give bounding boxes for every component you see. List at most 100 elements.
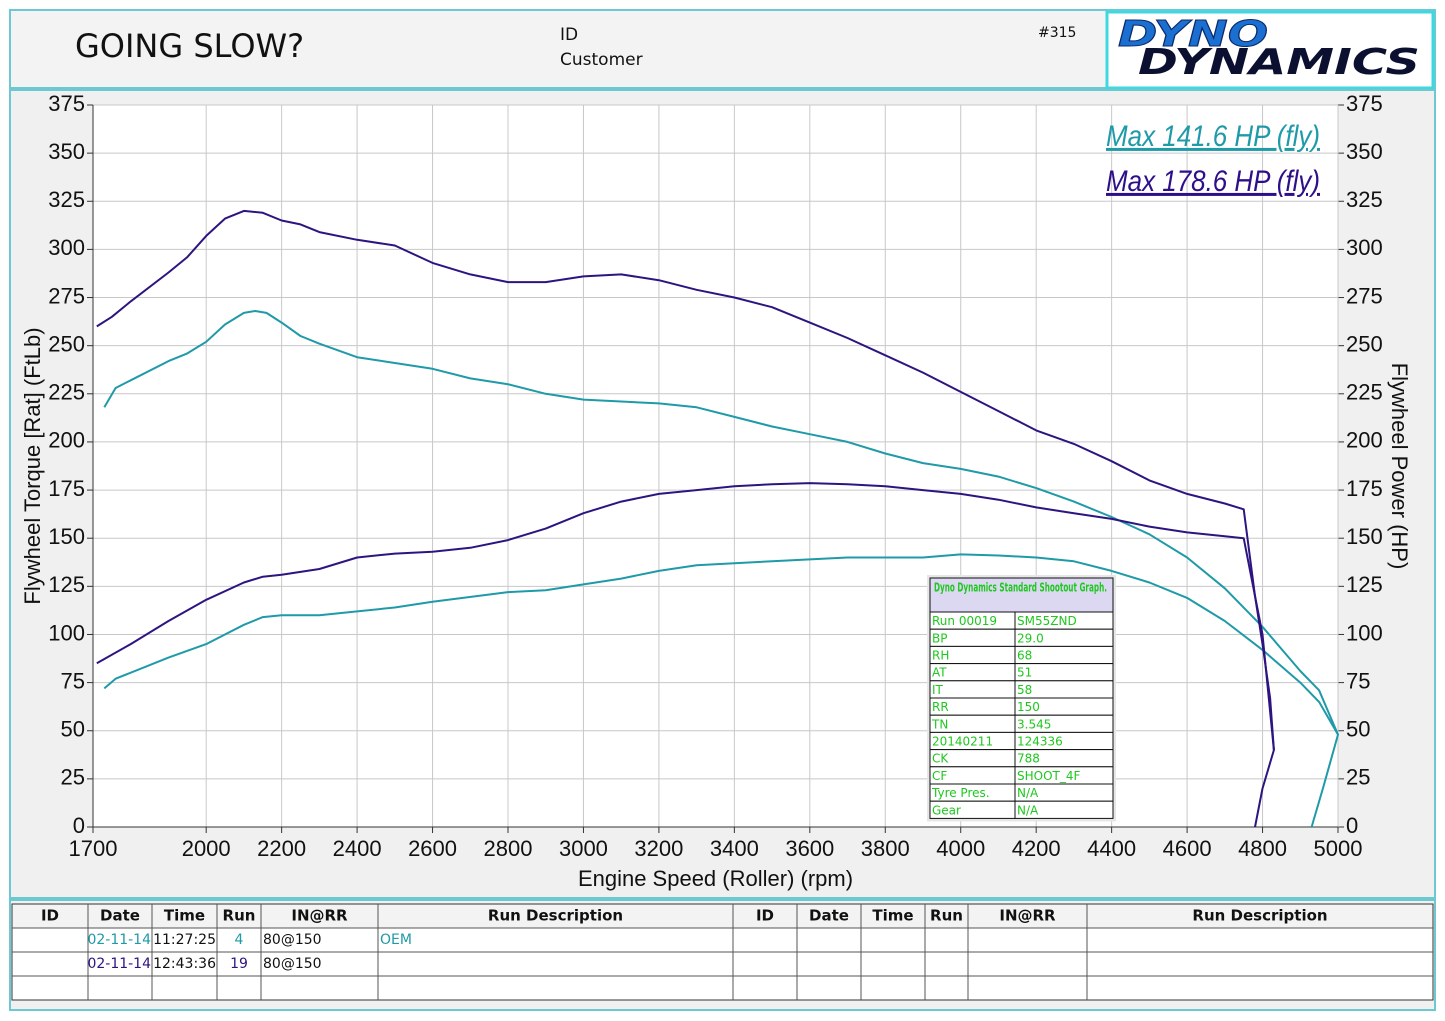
logo-top: DYNO — [1118, 14, 1268, 55]
info-key: TN — [931, 717, 948, 731]
info-key: CF — [932, 769, 947, 783]
y-tick-label: 200 — [48, 428, 85, 453]
info-key: Run 00019 — [932, 614, 997, 628]
info-header — [929, 577, 1114, 613]
info-title: Dyno Dynamics Standard Shootout Graph. — [934, 581, 1107, 595]
series-line — [103, 553, 1339, 828]
table-header: IN@RR — [999, 907, 1056, 925]
y-tick-label: 100 — [48, 620, 85, 645]
table-cell: 80@150 — [263, 932, 322, 948]
table-header: Date — [809, 907, 849, 925]
id-label: ID — [560, 25, 578, 45]
y2-tick-label: 325 — [1346, 187, 1383, 212]
x-tick-label: 4400 — [1087, 836, 1136, 861]
table-cell: 12:43:36 — [153, 956, 216, 972]
x-tick-label: 2800 — [484, 836, 533, 861]
y-tick-label: 25 — [61, 765, 85, 790]
y2-tick-label: 225 — [1346, 380, 1383, 405]
y2-tick-label: 250 — [1346, 331, 1383, 356]
y2-tick-label: 175 — [1346, 476, 1383, 501]
info-value: 150 — [1017, 700, 1040, 714]
table-cell: 02-11-14 — [87, 932, 151, 948]
table-cell: 19 — [230, 956, 248, 972]
y-tick-label: 300 — [48, 235, 85, 260]
y2-tick-label: 0 — [1346, 813, 1358, 838]
y-tick-label: 225 — [48, 380, 85, 405]
y-tick-label: 325 — [48, 187, 85, 212]
info-cell — [1014, 800, 1114, 819]
table-cell: OEM — [380, 932, 412, 948]
x-tick-label: 3000 — [559, 836, 608, 861]
x-tick-label: 2000 — [182, 836, 231, 861]
x-tick-label: 2600 — [408, 836, 457, 861]
table-header: ID — [756, 907, 774, 925]
table-header: Time — [164, 907, 205, 925]
x-tick-label: 4800 — [1238, 836, 1287, 861]
info-key: IT — [932, 683, 944, 697]
y2-tick-label: 200 — [1346, 428, 1383, 453]
y2-axis-label: Flywheel Power (HP) — [1387, 363, 1412, 570]
y2-tick-label: 125 — [1346, 572, 1383, 597]
y2-tick-label: 300 — [1346, 235, 1383, 260]
plot-area — [93, 105, 1338, 827]
info-value: 58 — [1017, 683, 1032, 697]
x-axis-label: Engine Speed (Roller) (rpm) — [578, 866, 853, 891]
table-header: Run Description — [1192, 907, 1327, 925]
x-tick-label: 4200 — [1012, 836, 1061, 861]
y-axis-label: Flywheel Torque [Rat] (FtLb) — [20, 327, 45, 604]
info-key: Gear — [932, 803, 961, 817]
info-key: RH — [932, 649, 949, 663]
x-tick-label: 5000 — [1314, 836, 1363, 861]
info-value: SM55ZND — [1017, 614, 1077, 628]
table-cell: 80@150 — [263, 956, 322, 972]
table-header: Time — [872, 907, 913, 925]
info-value: 68 — [1017, 649, 1032, 663]
max-power-annotation: Max 141.6 HP (fly) — [1106, 120, 1320, 153]
y-tick-label: 350 — [48, 139, 85, 164]
logo-bottom: DYNAMICS — [1138, 42, 1420, 83]
x-tick-label: 3800 — [861, 836, 910, 861]
table-head — [11, 903, 1434, 929]
y2-tick-label: 275 — [1346, 283, 1383, 308]
series-line — [103, 310, 1339, 735]
y2-tick-label: 375 — [1346, 91, 1383, 116]
info-value: 3.545 — [1017, 717, 1051, 731]
logo-box — [1105, 10, 1435, 90]
info-value: 51 — [1017, 666, 1032, 680]
info-key: Tyre Pres. — [931, 786, 990, 800]
y-tick-label: 250 — [48, 331, 85, 356]
x-tick-label: 2200 — [257, 836, 306, 861]
y2-tick-label: 350 — [1346, 139, 1383, 164]
y-tick-label: 75 — [61, 668, 85, 693]
x-tick-label: 3600 — [785, 836, 834, 861]
y-tick-label: 0 — [73, 813, 85, 838]
series-line — [96, 482, 1275, 828]
table-header: ID — [41, 907, 59, 925]
table-header: Run — [223, 907, 256, 925]
info-key: CK — [932, 752, 949, 766]
table-header: Run Description — [488, 907, 623, 925]
table-cell: 11:27:25 — [153, 932, 216, 948]
x-tick-label: 3400 — [710, 836, 759, 861]
x-tick-label: 3200 — [634, 836, 683, 861]
y-tick-label: 275 — [48, 283, 85, 308]
table-header: IN@RR — [291, 907, 348, 925]
series-line — [96, 209, 1275, 751]
info-key: RR — [932, 700, 949, 714]
table-cell: 02-11-14 — [87, 956, 151, 972]
y-tick-label: 375 — [48, 91, 85, 116]
x-tick-label: 1700 — [69, 836, 118, 861]
info-value: SHOOT_4F — [1017, 769, 1080, 783]
customer-label: Customer — [560, 50, 643, 70]
max-power-annotation: Max 178.6 HP (fly) — [1106, 165, 1320, 198]
y-tick-label: 125 — [48, 572, 85, 597]
info-value: 124336 — [1017, 735, 1063, 749]
y2-tick-label: 25 — [1346, 765, 1370, 790]
y2-tick-label: 150 — [1346, 524, 1383, 549]
info-key: AT — [932, 666, 947, 680]
info-key: 20140211 — [932, 735, 993, 749]
y-tick-label: 175 — [48, 476, 85, 501]
table-header: Date — [100, 907, 140, 925]
x-tick-label: 4600 — [1163, 836, 1212, 861]
